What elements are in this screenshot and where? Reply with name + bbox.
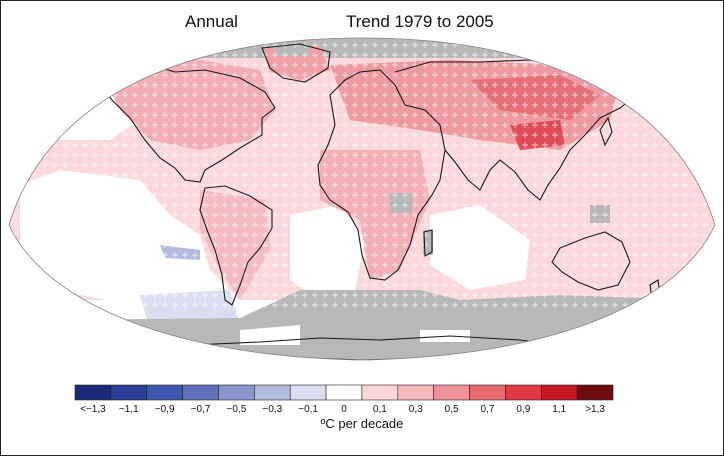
legend-tick-label: 0,9 bbox=[516, 404, 530, 415]
legend-swatch bbox=[325, 384, 363, 401]
legend-tick-label: 0,5 bbox=[445, 404, 459, 415]
legend-tick-label: <−1,3 bbox=[80, 404, 106, 415]
legend-swatch bbox=[505, 384, 542, 401]
legend-swatch bbox=[146, 384, 183, 401]
legend-ticks: <−1,3 −1,1 −0,9 −0,7 −0,5 −0,3 −0,1 0 0,1 0,3 0,5 0… bbox=[80, 404, 605, 415]
globe-border bbox=[8, 37, 716, 361]
legend-tick-label: 0,3 bbox=[409, 404, 423, 415]
legend-tick-label: −0,1 bbox=[298, 404, 318, 415]
legend-swatch bbox=[182, 384, 219, 401]
legend-swatches bbox=[74, 384, 614, 401]
legend-swatch bbox=[576, 384, 614, 401]
legend-swatch bbox=[254, 384, 291, 401]
legend-tick-label: −0,5 bbox=[227, 404, 247, 415]
legend-swatch bbox=[433, 384, 470, 401]
legend-swatch bbox=[540, 384, 578, 401]
legend-swatch bbox=[397, 384, 434, 401]
greenland-coastline bbox=[261, 43, 331, 83]
europe-africa-coastline bbox=[317, 69, 446, 281]
legend-tick-label: −0,3 bbox=[262, 404, 282, 415]
season-title: Annual bbox=[185, 12, 238, 31]
legend-tick-label: −0,7 bbox=[191, 404, 211, 415]
legend-tick-label: 0 bbox=[341, 404, 347, 415]
legend-swatch bbox=[74, 384, 112, 401]
legend-tick-label: >1,3 bbox=[585, 404, 605, 415]
north-america-coastline bbox=[99, 61, 276, 183]
legend-swatch bbox=[289, 384, 327, 401]
period-title: Trend 1979 to 2005 bbox=[346, 12, 494, 31]
legend-swatch bbox=[469, 384, 506, 401]
legend-unit-label: ºC per decade bbox=[320, 416, 404, 431]
legend-swatch bbox=[361, 384, 399, 401]
legend-tick-label: 0,7 bbox=[481, 404, 495, 415]
australia-coastline bbox=[551, 231, 631, 291]
legend-tick-label: −1,1 bbox=[119, 404, 139, 415]
legend-swatch bbox=[110, 384, 148, 401]
legend-tick-label: 0,1 bbox=[373, 404, 387, 415]
legend-tick-label: −0,9 bbox=[155, 404, 175, 415]
south-america-coastline bbox=[199, 185, 273, 306]
legend-swatch bbox=[218, 384, 255, 401]
legend-tick-label: 1,1 bbox=[552, 404, 566, 415]
japan-coastline bbox=[599, 116, 613, 147]
madagascar-coastline bbox=[423, 229, 433, 257]
